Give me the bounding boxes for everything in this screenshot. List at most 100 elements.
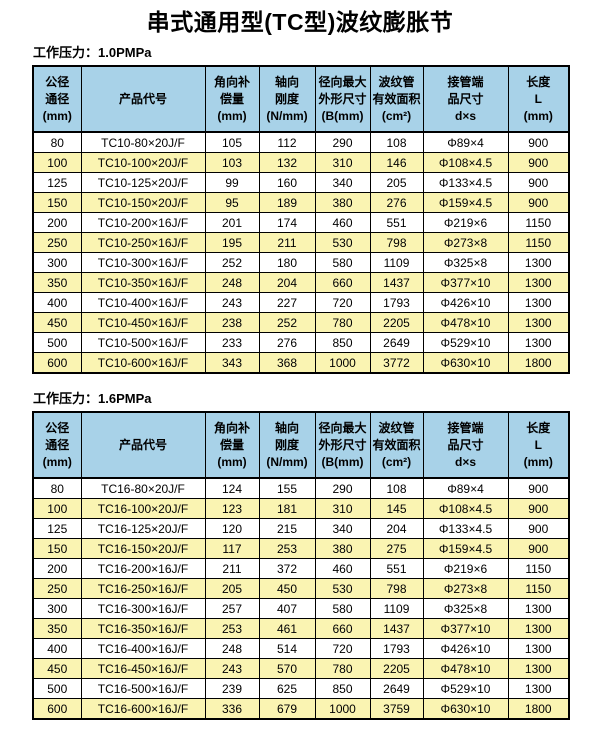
- cell-radial-max-dimension: 290: [314, 477, 371, 499]
- col-header-product-code: 产品代号: [80, 411, 206, 479]
- cell-angular-compensation: 99: [204, 172, 260, 193]
- cell-radial-max-dimension: 530: [314, 232, 371, 253]
- cell-pipe-end-size: Φ325×8: [422, 252, 509, 273]
- table-row: 200 TC10-200×16J/F 201 174 460 551 Φ219×6 1150: [32, 212, 570, 233]
- cell-product-code: TC16-100×20J/F: [80, 498, 206, 519]
- cell-pipe-end-size: Φ630×10: [422, 352, 509, 374]
- cell-nominal-diameter: 150: [32, 192, 82, 213]
- cell-radial-max-dimension: 580: [314, 598, 371, 619]
- cell-length: 1300: [507, 312, 570, 333]
- cell-pipe-end-size: Φ108×4.5: [422, 498, 509, 519]
- cell-angular-compensation: 195: [204, 232, 260, 253]
- cell-pipe-end-size: Φ377×10: [422, 272, 509, 293]
- cell-length: 1300: [507, 252, 570, 273]
- table-row: 300 TC16-300×16J/F 257 407 580 1109 Φ325×8 1300: [32, 598, 570, 619]
- cell-effective-area: 205: [369, 172, 424, 193]
- spec-table-pn16: 公径 通径 (mm) 产品代号 角向补 偿量 (mm) 轴向 刚度 (N/mm) 径向最大 外形尺寸(…: [32, 411, 570, 720]
- table-row: 300 TC10-300×16J/F 252 180 580 1109 Φ325×8 1300: [32, 252, 570, 273]
- table-row: 400 TC10-400×16J/F 243 227 720 1793 Φ426×10 130…: [32, 292, 570, 313]
- cell-length: 1150: [507, 212, 570, 233]
- cell-product-code: TC10-300×16J/F: [80, 252, 206, 273]
- table-row: 125 TC16-125×20J/F 120 215 340 204 Φ133×4.5 900: [32, 518, 570, 539]
- table-row: 250 TC16-250×16J/F 205 450 530 798 Φ273×8 1150: [32, 578, 570, 599]
- cell-nominal-diameter: 450: [32, 658, 82, 679]
- cell-effective-area: 1437: [369, 272, 424, 293]
- cell-axial-stiffness: 253: [258, 538, 316, 559]
- cell-pipe-end-size: Φ89×4: [422, 477, 509, 499]
- cell-nominal-diameter: 200: [32, 558, 82, 579]
- cell-axial-stiffness: 570: [258, 658, 316, 679]
- cell-length: 900: [507, 538, 570, 559]
- cell-effective-area: 1109: [369, 598, 424, 619]
- cell-axial-stiffness: 450: [258, 578, 316, 599]
- cell-pipe-end-size: Φ159×4.5: [422, 538, 509, 559]
- table-row: 250 TC10-250×16J/F 195 211 530 798 Φ273×8 1150: [32, 232, 570, 253]
- cell-axial-stiffness: 679: [258, 698, 316, 720]
- table-row: 100 TC10-100×20J/F 103 132 310 146 Φ108×4.5 900: [32, 152, 570, 173]
- cell-pipe-end-size: Φ273×8: [422, 578, 509, 599]
- table-row: 500 TC10-500×16J/F 233 276 850 2649 Φ529×10 130…: [32, 332, 570, 353]
- cell-radial-max-dimension: 460: [314, 558, 371, 579]
- cell-length: 900: [507, 192, 570, 213]
- cell-effective-area: 1109: [369, 252, 424, 273]
- table-row: 200 TC16-200×16J/F 211 372 460 551 Φ219×6 1150: [32, 558, 570, 579]
- tables-area: 工作压力：1.0PMPa 公径 通径 (mm) 产品代号 角向补 偿量 (mm) 轴向 刚度 (N/…: [0, 42, 600, 720]
- cell-effective-area: 145: [369, 498, 424, 519]
- col-header-axial-stiffness: 轴向 刚度 (N/mm): [258, 65, 316, 133]
- cell-effective-area: 146: [369, 152, 424, 173]
- cell-effective-area: 3772: [369, 352, 424, 374]
- cell-product-code: TC16-300×16J/F: [80, 598, 206, 619]
- cell-product-code: TC10-100×20J/F: [80, 152, 206, 173]
- cell-effective-area: 798: [369, 232, 424, 253]
- col-header-pipe-end-size: 接管端 品尺寸 d×s: [422, 411, 509, 479]
- cell-effective-area: 204: [369, 518, 424, 539]
- cell-angular-compensation: 238: [204, 312, 260, 333]
- cell-angular-compensation: 211: [204, 558, 260, 579]
- cell-axial-stiffness: 215: [258, 518, 316, 539]
- header-row: 公径 通径 (mm) 产品代号 角向补 偿量 (mm) 轴向 刚度 (N/mm) 径向最大 外形尺寸(…: [32, 411, 570, 479]
- col-header-nominal-diameter: 公径 通径 (mm): [32, 65, 82, 133]
- table-row: 100 TC16-100×20J/F 123 181 310 145 Φ108×4.5 900: [32, 498, 570, 519]
- cell-angular-compensation: 205: [204, 578, 260, 599]
- cell-effective-area: 798: [369, 578, 424, 599]
- cell-angular-compensation: 257: [204, 598, 260, 619]
- cell-product-code: TC10-400×16J/F: [80, 292, 206, 313]
- cell-nominal-diameter: 300: [32, 598, 82, 619]
- table-row: 400 TC16-400×16J/F 248 514 720 1793 Φ426×10 130…: [32, 638, 570, 659]
- cell-pipe-end-size: Φ133×4.5: [422, 172, 509, 193]
- cell-axial-stiffness: 227: [258, 292, 316, 313]
- table-row: 150 TC16-150×20J/F 117 253 380 275 Φ159×4.5 900: [32, 538, 570, 559]
- cell-angular-compensation: 239: [204, 678, 260, 699]
- col-header-radial-max-dimension: 径向最大 外形尺寸 (B(mm): [314, 65, 371, 133]
- cell-pipe-end-size: Φ133×4.5: [422, 518, 509, 539]
- cell-length: 1800: [507, 352, 570, 374]
- col-header-pipe-end-size: 接管端 品尺寸 d×s: [422, 65, 509, 133]
- cell-angular-compensation: 253: [204, 618, 260, 639]
- cell-angular-compensation: 103: [204, 152, 260, 173]
- cell-effective-area: 2205: [369, 312, 424, 333]
- cell-product-code: TC16-350×16J/F: [80, 618, 206, 639]
- cell-radial-max-dimension: 340: [314, 518, 371, 539]
- cell-nominal-diameter: 200: [32, 212, 82, 233]
- cell-radial-max-dimension: 850: [314, 332, 371, 353]
- cell-angular-compensation: 117: [204, 538, 260, 559]
- pressure-label-pn10: 工作压力：1.0PMPa: [33, 45, 152, 60]
- page-title: 串式通用型(TC型)波纹膨胀节: [146, 9, 454, 35]
- cell-length: 1150: [507, 558, 570, 579]
- col-header-axial-stiffness: 轴向 刚度 (N/mm): [258, 411, 316, 479]
- cell-nominal-diameter: 150: [32, 538, 82, 559]
- cell-effective-area: 1793: [369, 638, 424, 659]
- cell-product-code: TC16-150×20J/F: [80, 538, 206, 559]
- col-header-length: 长度 L (mm): [507, 411, 570, 479]
- cell-pipe-end-size: Φ529×10: [422, 678, 509, 699]
- cell-pipe-end-size: Φ377×10: [422, 618, 509, 639]
- cell-length: 900: [507, 477, 570, 499]
- cell-length: 1800: [507, 698, 570, 720]
- cell-effective-area: 551: [369, 212, 424, 233]
- cell-axial-stiffness: 211: [258, 232, 316, 253]
- cell-length: 1150: [507, 232, 570, 253]
- cell-radial-max-dimension: 310: [314, 152, 371, 173]
- cell-radial-max-dimension: 460: [314, 212, 371, 233]
- table-row: 125 TC10-125×20J/F 99 160 340 205 Φ133×4.5 900: [32, 172, 570, 193]
- cell-length: 1300: [507, 678, 570, 699]
